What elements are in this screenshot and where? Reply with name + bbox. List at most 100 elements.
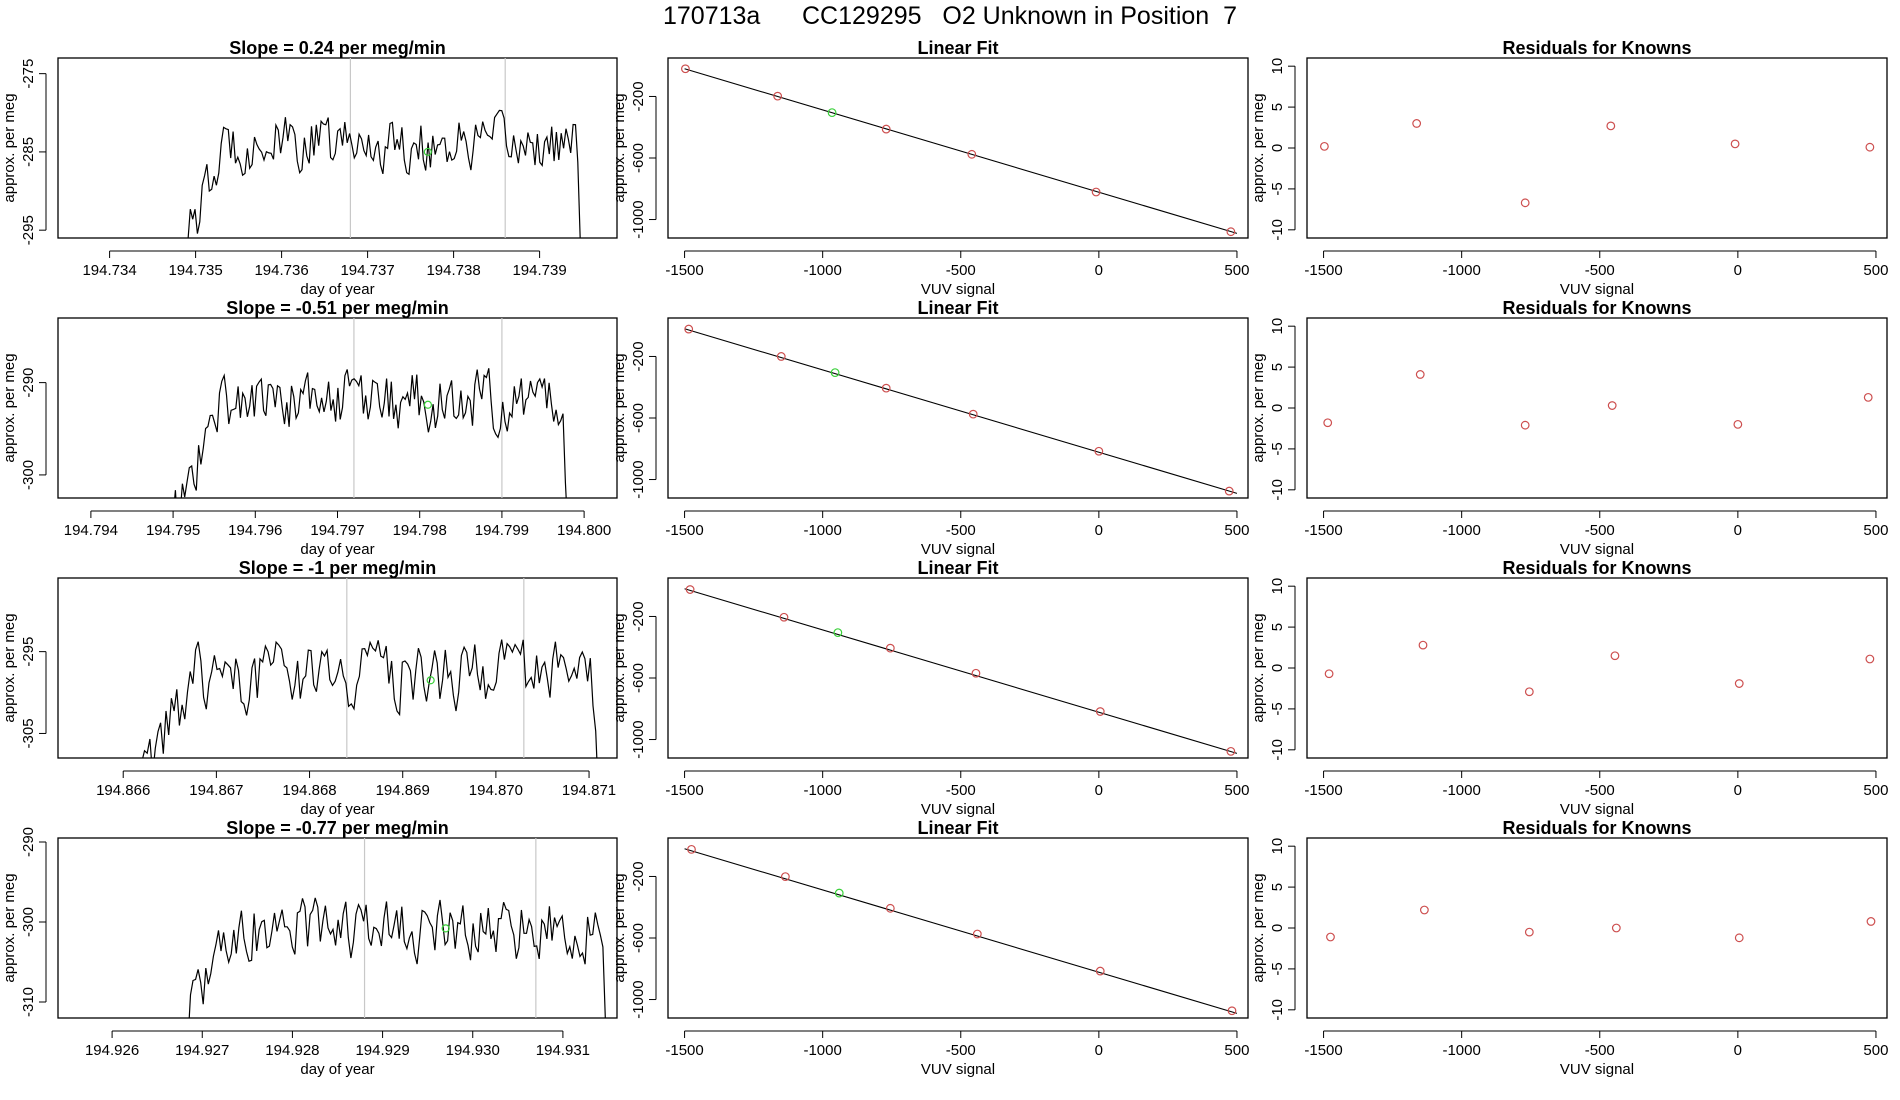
x-tick-label: -1500 <box>665 522 703 539</box>
unknown-sample-point <box>827 108 837 118</box>
residual-point <box>1520 420 1530 430</box>
panel-time-series-row4: Slope = -0.77 per meg/min 194.926 194.927 1… <box>1 818 618 1078</box>
x-tick-label: -1500 <box>665 782 703 799</box>
y-axis-label: approx. per meg <box>1250 873 1267 982</box>
fit-line <box>684 68 1238 234</box>
plot-title: Residuals for Knowns <box>1502 818 1691 838</box>
plot-area <box>684 585 1238 756</box>
y-tick-label: -1000 <box>630 460 647 498</box>
x-tick-label: 194.737 <box>340 262 394 279</box>
plot-area <box>174 318 567 498</box>
y-axis-label: approx. per meg <box>1 613 18 722</box>
plot-frame <box>57 317 618 499</box>
panel-time-series-row3: Slope = -1 per meg/min 194.866 194.867 194.… <box>1 558 618 818</box>
x-tick-label: -500 <box>946 1042 976 1059</box>
y-axis-label: approx. per meg <box>1250 353 1267 462</box>
x-tick-label: -500 <box>946 522 976 539</box>
x-tick-label: 194.929 <box>355 1042 409 1059</box>
plot-title: Residuals for Knowns <box>1502 38 1691 58</box>
y-tick-label: -285 <box>20 137 37 167</box>
known-standard-point <box>968 409 978 419</box>
y-axis-label: approx. per meg <box>611 93 628 202</box>
x-tick-label: 194.735 <box>168 262 222 279</box>
fit-line <box>684 328 1238 494</box>
x-tick-label: 0 <box>1095 782 1103 799</box>
x-tick-label: 194.867 <box>189 782 243 799</box>
y-tick-label: 10 <box>1269 58 1286 75</box>
x-tick-label: -500 <box>1585 522 1615 539</box>
known-standard-point <box>1226 746 1236 756</box>
x-tick-label: -1000 <box>803 262 841 279</box>
residual-point <box>1520 198 1530 208</box>
plot-area <box>681 64 1238 237</box>
y-tick-label: -200 <box>630 81 647 111</box>
x-axis-label: day of year <box>300 281 374 298</box>
x-tick-label: 194.870 <box>469 782 523 799</box>
plot-area <box>684 844 1238 1016</box>
x-tick-label: 500 <box>1224 1042 1249 1059</box>
residual-point <box>1323 418 1333 428</box>
panel-linear-fit-row2: Linear Fit -1500 -1000 -500 0 500 VUV signal -1… <box>611 298 1249 558</box>
plot-frame <box>1306 57 1888 239</box>
known-standard-point <box>972 929 982 939</box>
x-tick-label: -500 <box>946 782 976 799</box>
y-tick-label: 5 <box>1269 103 1286 111</box>
fit-line <box>684 848 1238 1014</box>
known-standard-point <box>885 903 895 913</box>
residual-point <box>1733 419 1743 429</box>
x-tick-label: 194.868 <box>282 782 336 799</box>
known-standard-point <box>684 324 694 334</box>
residual-point <box>1734 933 1744 943</box>
plot-area <box>684 324 1238 496</box>
residual-point <box>1412 119 1422 128</box>
residual-point <box>1326 932 1335 942</box>
unknown-sample-point <box>833 628 843 638</box>
y-tick-label: -10 <box>1269 739 1286 761</box>
plot-frame <box>1306 577 1888 759</box>
y-tick-label: -5 <box>1269 442 1286 455</box>
unknown-sample-point <box>426 676 435 685</box>
residual-point <box>1865 142 1875 152</box>
known-standard-point <box>1095 707 1105 716</box>
x-tick-label: 194.931 <box>536 1042 590 1059</box>
x-axis-label: day of year <box>300 1061 374 1078</box>
x-tick-label: -500 <box>1585 262 1615 279</box>
unknown-sample-point <box>423 400 433 409</box>
x-tick-label: 500 <box>1224 782 1249 799</box>
x-tick-label: -1500 <box>665 1042 703 1059</box>
y-axis-label: approx. per meg <box>1 353 18 462</box>
y-tick-label: -300 <box>20 460 37 490</box>
y-tick-label: -5 <box>1269 962 1286 975</box>
panel-time-series-row2: Slope = -0.51 per meg/min 194.794 194.795 1… <box>1 298 618 558</box>
known-standard-point <box>1224 486 1234 496</box>
x-tick-label: 194.871 <box>562 782 616 799</box>
figure-title: 170713a CC129295 O2 Unknown in Position … <box>663 2 1237 30</box>
x-axis-label: day of year <box>300 801 374 818</box>
x-tick-label: 194.794 <box>64 522 118 539</box>
x-tick-label: 500 <box>1224 522 1249 539</box>
x-axis-label: VUV signal <box>921 1061 995 1078</box>
x-tick-label: 500 <box>1863 1042 1888 1059</box>
residual-point <box>1419 905 1429 915</box>
panel-linear-fit-row1: Linear Fit -1500 -1000 -500 0 500 VUV signal -1… <box>611 38 1249 298</box>
panel-residuals-row2: Residuals for Knowns -1500 -1000 -500 0 500 VU… <box>1250 298 1888 558</box>
y-tick-label: 0 <box>1269 144 1286 152</box>
x-tick-label: -500 <box>946 262 976 279</box>
known-standard-point <box>1226 227 1236 237</box>
known-standard-point <box>967 149 977 159</box>
y-tick-label: 5 <box>1269 883 1286 891</box>
known-standard-point <box>681 64 690 74</box>
x-tick-label: 0 <box>1734 1042 1742 1059</box>
plot-area <box>1319 119 1875 208</box>
residual-point <box>1415 370 1425 379</box>
y-tick-label: -1000 <box>630 980 647 1018</box>
y-tick-label: -300 <box>20 907 37 937</box>
y-tick-label: -290 <box>20 368 37 398</box>
y-tick-label: -1000 <box>630 200 647 238</box>
panel-time-series-row1: Slope = 0.24 per meg/min 194.734 194.735 19… <box>1 38 618 298</box>
data-trace-line <box>187 109 581 238</box>
known-standard-point <box>885 643 895 653</box>
known-standard-point <box>685 585 695 594</box>
residual-point <box>1863 392 1873 402</box>
